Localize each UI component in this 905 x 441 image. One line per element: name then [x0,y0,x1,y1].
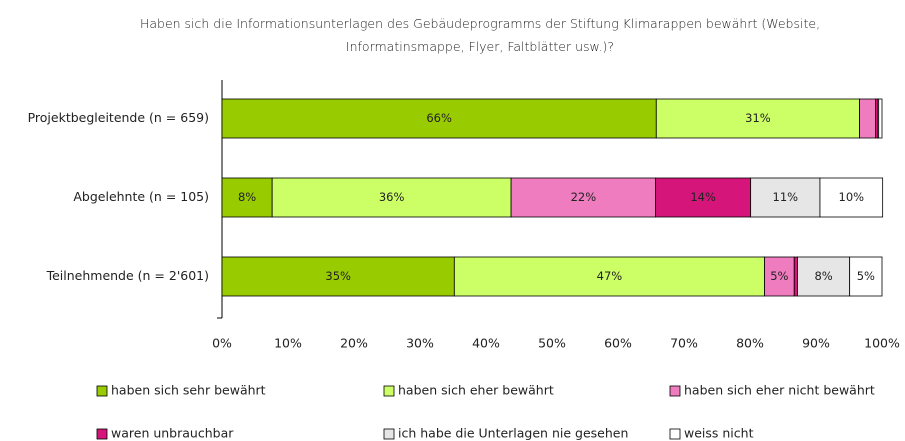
bar-segment [453,256,765,297]
legend-swatch [96,385,108,397]
legend-label: haben sich sehr bewährt [111,383,266,398]
data-label: 14% [690,190,716,204]
x-tick-label: 80% [736,336,764,351]
legend-label: weiss nicht [684,426,754,441]
y-tick-label: Teilnehmende (n = 2'601) [46,268,209,283]
x-tick-label: 10% [274,336,302,351]
x-tick-label: 60% [604,336,632,351]
data-label: 10% [839,190,865,204]
bar-segment [819,177,884,218]
bar-segment [859,98,876,139]
bar-segment [221,177,273,218]
x-tick-label: 50% [538,336,566,351]
data-label: 8% [814,269,832,283]
legend-label: ich habe die Unterlagen nie gesehen [398,426,628,441]
legend-label: haben sich eher nicht bewährt [684,383,875,398]
bar-segment [793,256,798,297]
data-label: 8% [238,190,256,204]
x-tick-label: 0% [212,336,232,351]
y-tick-label: Abgelehnte (n = 105) [73,189,209,204]
data-label: 11% [773,190,799,204]
legend-swatch [383,428,395,440]
x-tick-label: 90% [802,336,830,351]
legend-label: haben sich eher bewährt [398,383,554,398]
bar-segment [655,98,860,139]
legend-label: waren unbrauchbar [111,426,234,441]
x-tick-label: 40% [472,336,500,351]
bar-segment [764,256,795,297]
bar-segment [878,98,883,139]
bar-segment [849,256,883,297]
bar-segment [655,177,752,218]
x-tick-label: 20% [340,336,368,351]
x-tick-label: 70% [670,336,698,351]
data-label: 35% [325,269,351,283]
bar-segment [510,177,657,218]
x-tick-label: 100% [864,336,900,351]
bar-segment [271,177,512,218]
bar-segment [797,256,851,297]
data-label: 5% [770,269,788,283]
data-label: 31% [745,111,771,125]
data-label: 66% [426,111,452,125]
legend-swatch [383,385,395,397]
data-label: 47% [597,269,623,283]
legend-swatch [669,385,681,397]
legend-swatch [96,428,108,440]
bar-segment [750,177,821,218]
data-label: 5% [857,269,875,283]
data-label: 22% [571,190,597,204]
x-tick-label: 30% [406,336,434,351]
chart-title: Haben sich die Informationsunterlagen de… [139,16,821,54]
data-label: 36% [379,190,405,204]
bar-segment [221,98,657,139]
legend-swatch [669,428,681,440]
y-tick-label: Projektbegleitende (n = 659) [28,110,209,125]
